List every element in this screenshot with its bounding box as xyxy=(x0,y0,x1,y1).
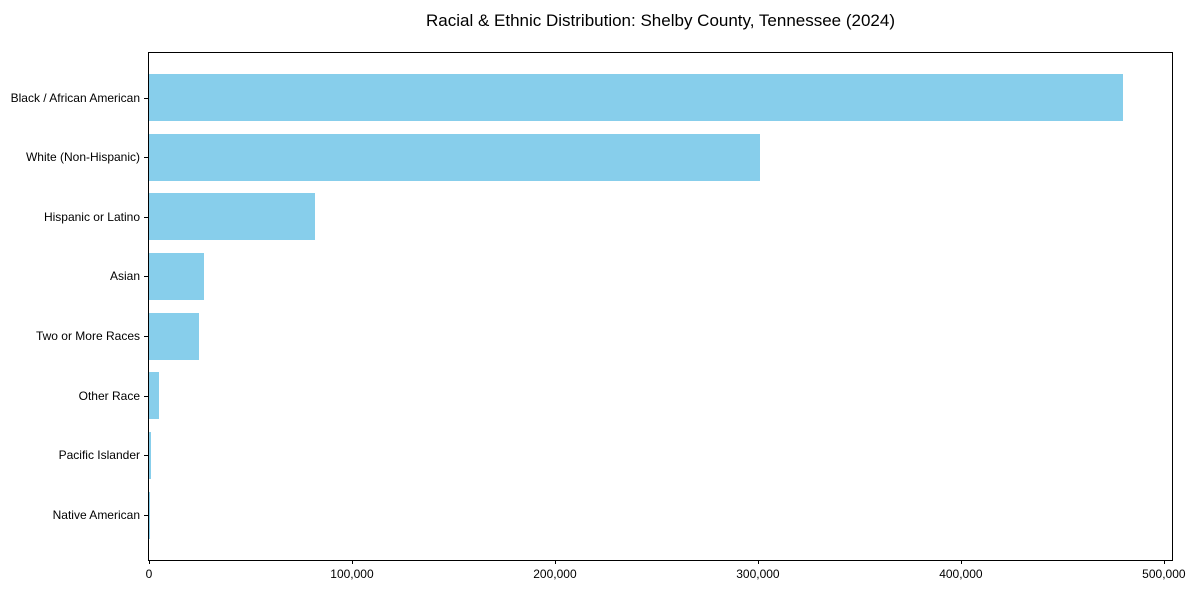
plot-area xyxy=(148,52,1173,561)
xtick-label-500-000: 500,000 xyxy=(1142,567,1186,581)
bar-native-american xyxy=(149,491,150,539)
ytick-mark xyxy=(144,276,148,278)
ytick-mark xyxy=(144,97,148,99)
ytick-mark xyxy=(144,157,148,159)
chart-title: Racial & Ethnic Distribution: Shelby Cou… xyxy=(425,11,895,30)
xtick-mark xyxy=(960,560,962,564)
ytick-mark xyxy=(144,336,148,338)
bar-other-race xyxy=(149,372,160,420)
ytick-label-white-non-hispanic: White (Non-Hispanic) xyxy=(25,150,140,165)
ytick-label-asian: Asian xyxy=(109,269,140,284)
bar-two-or-more-races xyxy=(149,312,199,360)
ytick-label-hispanic-or-latino: Hispanic or Latino xyxy=(43,209,140,224)
xtick-label-300-000: 300,000 xyxy=(736,567,780,581)
xtick-mark xyxy=(757,560,759,564)
ytick-mark xyxy=(144,515,148,517)
bar-black-african-american xyxy=(149,74,1124,121)
xtick-mark xyxy=(1163,560,1165,564)
ytick-label-other-race: Other Race xyxy=(78,388,140,403)
bar-hispanic-or-latino xyxy=(149,193,316,241)
ytick-label-two-or-more-races: Two or More Races xyxy=(35,329,140,344)
xtick-mark xyxy=(351,560,353,564)
xtick-label-0: 0 xyxy=(145,567,153,581)
bar-pacific-islander xyxy=(149,431,152,479)
xtick-label-400-000: 400,000 xyxy=(939,567,983,581)
ytick-mark xyxy=(144,395,148,397)
bar-white-non-hispanic xyxy=(149,133,760,181)
xtick-label-100-000: 100,000 xyxy=(330,567,374,581)
ytick-mark xyxy=(144,216,148,218)
xtick-mark xyxy=(149,560,150,564)
ytick-label-native-american: Native American xyxy=(52,508,140,523)
xtick-label-200-000: 200,000 xyxy=(533,567,577,581)
ytick-mark xyxy=(144,455,148,457)
ytick-label-pacific-islander: Pacific Islander xyxy=(58,448,140,463)
bar-asian xyxy=(149,252,204,300)
ytick-label-black-african-american: Black / African American xyxy=(10,90,140,105)
xtick-mark xyxy=(554,560,556,564)
